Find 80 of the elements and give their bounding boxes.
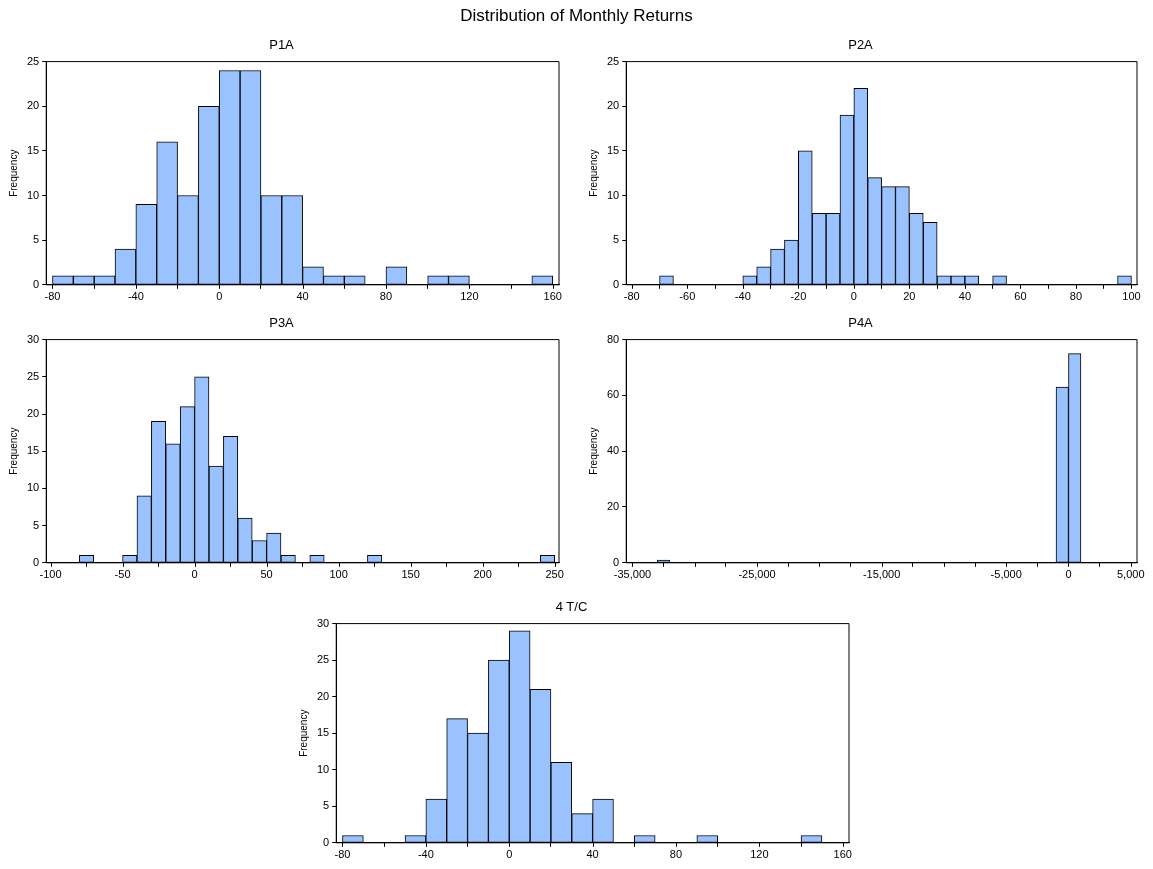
- x-tick-label: 200: [473, 568, 492, 581]
- y-tick-label: 20: [26, 99, 40, 112]
- x-tick-label: 250: [545, 568, 564, 581]
- y-tick-label: 20: [26, 407, 40, 420]
- x-tick-label: 60: [1014, 290, 1027, 303]
- y-axis-title: Frequency: [587, 427, 599, 475]
- y-tick-label: 10: [26, 481, 40, 494]
- y-tick-label: 20: [606, 99, 620, 112]
- y-tick-label: 0: [613, 277, 620, 290]
- y-tick-label: 0: [33, 555, 40, 568]
- y-tick-label: 0: [323, 835, 330, 848]
- y-tick-label: 30: [26, 332, 40, 345]
- x-tick-label: 80: [669, 848, 683, 861]
- x-tick-label: -5,000: [990, 568, 1022, 581]
- x-tick-label: 20: [903, 290, 916, 303]
- y-tick-label: 5: [33, 233, 40, 246]
- text: Distribution of Monthly Returns: [459, 6, 694, 26]
- x-tick-label: -25,000: [738, 568, 776, 581]
- x-tick-label: 5,000: [1117, 568, 1145, 581]
- x-tick-label: 40: [296, 290, 309, 303]
- x-tick-label: 0: [216, 290, 223, 303]
- y-tick-label: 60: [606, 388, 620, 401]
- x-tick-label: 40: [586, 848, 599, 861]
- x-tick-label: 0: [1065, 568, 1072, 581]
- y-tick-label: 5: [323, 799, 330, 812]
- x-tick-label: 100: [1122, 290, 1141, 303]
- x-tick-label: 100: [329, 568, 348, 581]
- chart-title: P2A: [848, 37, 874, 53]
- x-tick-label: -15,000: [862, 568, 901, 581]
- x-tick-label: 40: [958, 290, 972, 303]
- y-tick-label: 25: [606, 54, 620, 67]
- x-tick-label: 80: [379, 290, 393, 303]
- y-tick-label: 5: [33, 518, 40, 531]
- y-tick-label: 10: [606, 188, 620, 201]
- y-tick-label: 30: [316, 616, 330, 629]
- chart-title: P4A: [848, 315, 874, 331]
- x-tick-label: 120: [460, 290, 479, 303]
- x-tick-label: -40: [734, 290, 751, 303]
- y-tick-label: 80: [606, 332, 620, 345]
- x-tick-label: 160: [833, 848, 852, 861]
- y-tick-label: 10: [316, 762, 330, 775]
- x-tick-label: -35,000: [613, 568, 652, 581]
- x-tick-label: 150: [401, 568, 420, 581]
- x-tick-label: -100: [39, 568, 62, 581]
- y-axis-title: Frequency: [297, 709, 309, 757]
- y-tick-label: 15: [26, 143, 40, 156]
- y-tick-label: 25: [26, 369, 40, 382]
- chart-title: 4 T/C: [555, 599, 588, 615]
- y-axis-title: Frequency: [587, 149, 599, 197]
- y-tick-label: 25: [26, 54, 40, 67]
- x-tick-label: -40: [127, 290, 144, 303]
- x-tick-label: -80: [623, 290, 640, 303]
- x-tick-label: 120: [750, 848, 769, 861]
- y-tick-label: 0: [613, 555, 620, 568]
- y-tick-label: 25: [316, 653, 330, 666]
- y-tick-label: 40: [606, 444, 620, 457]
- y-axis-title: Frequency: [7, 427, 19, 475]
- y-tick-label: 10: [26, 188, 40, 201]
- x-tick-label: -60: [679, 290, 696, 303]
- y-tick-label: 15: [316, 726, 330, 739]
- y-tick-label: 20: [316, 689, 330, 702]
- x-tick-label: -50: [114, 568, 131, 581]
- x-tick-label: 80: [1069, 290, 1083, 303]
- x-tick-label: -80: [334, 848, 351, 861]
- y-tick-label: 5: [613, 233, 620, 246]
- y-tick-label: 0: [33, 277, 40, 290]
- x-tick-label: 160: [543, 290, 562, 303]
- x-tick-label: 0: [506, 848, 513, 861]
- x-tick-label: -20: [790, 290, 807, 303]
- chart-title: P3A: [269, 315, 295, 331]
- chart-title: P1A: [269, 37, 295, 53]
- y-tick-label: 15: [606, 143, 620, 156]
- x-tick-label: 50: [260, 568, 273, 581]
- x-tick-label: 0: [850, 290, 857, 303]
- x-tick-label: -80: [44, 290, 61, 303]
- x-tick-label: -40: [417, 848, 434, 861]
- y-tick-label: 15: [26, 444, 40, 457]
- y-axis-title: Frequency: [7, 149, 19, 197]
- y-tick-label: 20: [606, 500, 620, 513]
- x-tick-label: 0: [191, 568, 198, 581]
